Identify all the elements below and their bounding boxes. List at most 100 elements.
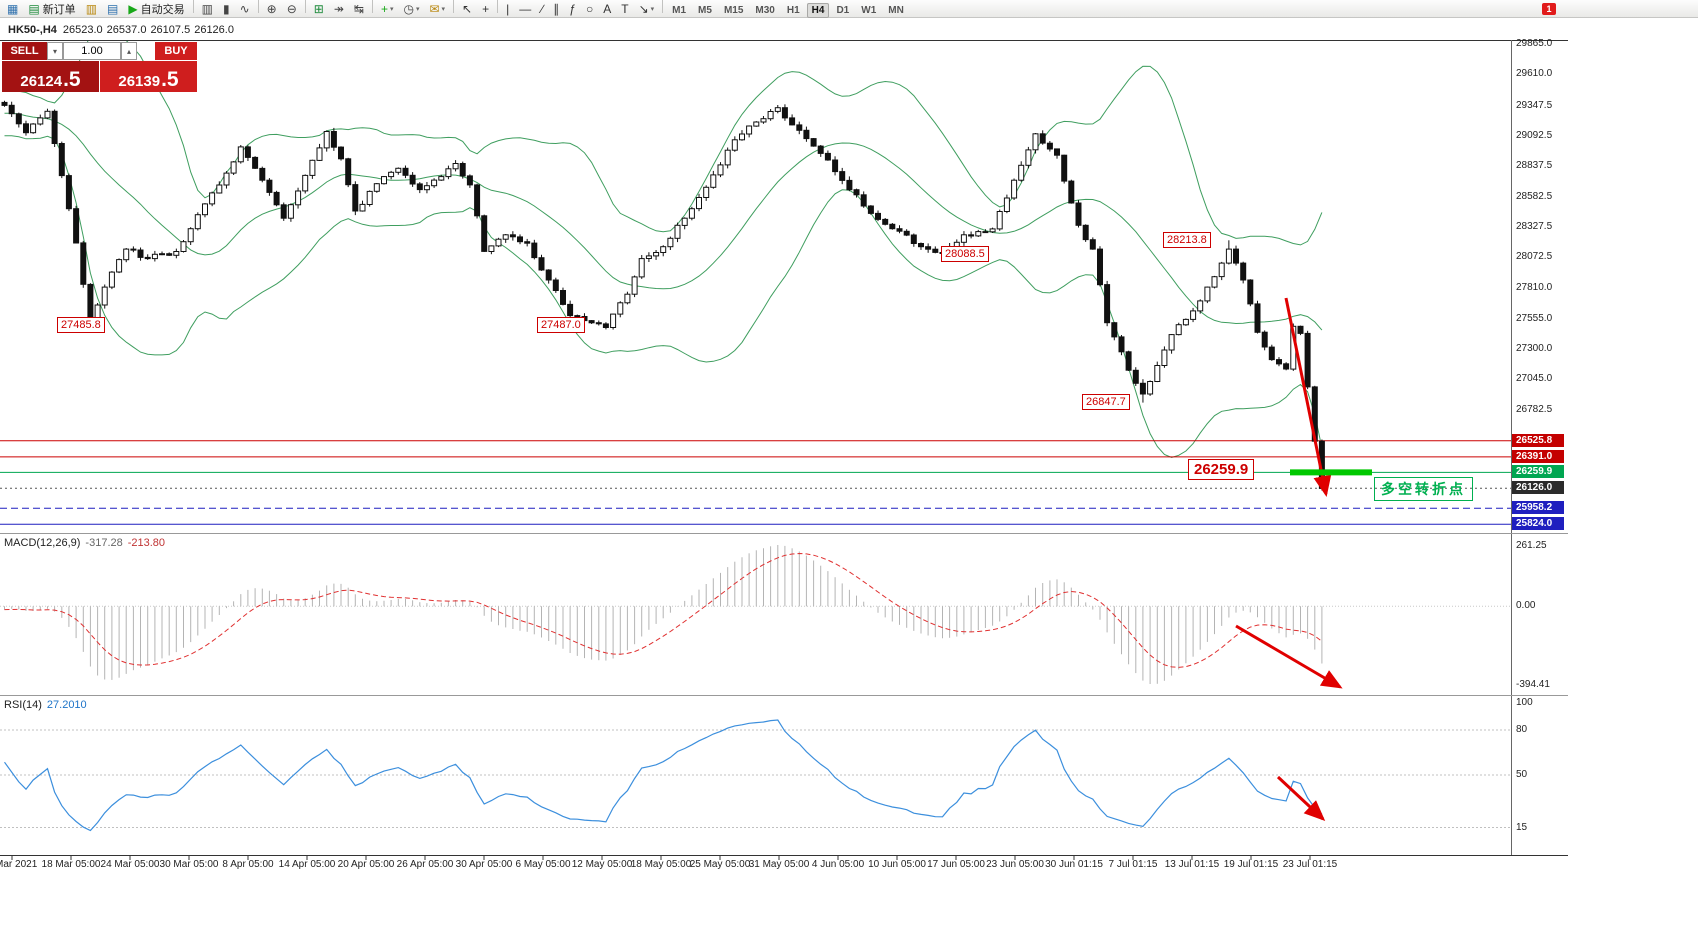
time-axis-label: 12 May 05:00 — [571, 859, 633, 870]
timeframe-h4-button[interactable]: H4 — [806, 2, 830, 18]
cursor-icon: ↖ — [462, 1, 473, 16]
candlestick-chart-icon[interactable]: ▮ — [219, 0, 234, 18]
rsi-title: RSI(14) — [4, 699, 42, 711]
toolbar-separator — [662, 0, 664, 13]
price-callout-label: 27485.8 — [57, 317, 105, 333]
text-icon[interactable]: A — [599, 0, 615, 18]
timeframe-mn-button[interactable]: MN — [888, 4, 904, 16]
timeframe-m1-button[interactable]: M1 — [672, 4, 687, 16]
chart-shift-icon: ↹ — [353, 1, 364, 16]
sell-price-display[interactable]: 26124.5 — [2, 61, 99, 92]
zoom-in-icon[interactable]: ⊕ — [263, 0, 281, 18]
one-click-trading-panel: SELL ▾ 1.00 ▴ BUY 26124.5 26139.5 — [2, 42, 197, 92]
horizontal-line-icon[interactable]: ― — [515, 0, 535, 18]
text-label-icon[interactable]: T — [617, 0, 632, 18]
periods-icon: ◷ — [403, 1, 414, 16]
time-axis-label: 25 May 05:00 — [689, 859, 751, 870]
buy-button[interactable]: BUY — [155, 42, 197, 60]
volume-increase-button[interactable]: ▴ — [121, 42, 137, 60]
macd-signal-value: -213.80 — [127, 537, 166, 549]
fibonacci-icon[interactable]: ƒ — [565, 0, 580, 18]
toolbar-separator — [497, 0, 499, 13]
templates-button[interactable]: ✉ ▾ — [425, 0, 449, 18]
close-value: 26126.0 — [194, 24, 234, 36]
chart-thumbnail-icon[interactable]: ▦ — [3, 0, 22, 18]
price-axis-tag: 26525.8 — [1512, 433, 1564, 447]
text-label-icon: T — [621, 1, 629, 16]
low-value: 26107.5 — [150, 24, 191, 36]
toolbar-icons-group: ▦ ▤ 新订单 ▥ ▤ ▶ 自动交易 ▥ ▮ ∿ ⊕ ⊖ ⊞ ↠ ↹ + ▾ ◷ ▾ ✉ ▾ ↖ + | ― ∕ ∥ ƒ ○ A T ↘ ▾ — [2, 0, 666, 18]
arrows-tool-button[interactable]: ↘ ▾ — [635, 0, 659, 18]
timeframe-d1-button[interactable]: D1 — [836, 4, 850, 16]
candles — [1, 100, 1325, 491]
timeframe-w1-button[interactable]: W1 — [861, 4, 877, 16]
time-axis-label: 4 Jun 05:00 — [811, 859, 865, 870]
price-axis-label: 27555.0 — [1516, 312, 1553, 324]
trend-arrow — [1276, 775, 1326, 822]
price-callout-label: 27487.0 — [537, 317, 585, 333]
timeframe-m15-button[interactable]: M15 — [723, 4, 744, 16]
time-axis-label: 14 Apr 05:00 — [278, 859, 336, 870]
new-order-button[interactable]: ▤ 新订单 — [24, 0, 79, 18]
rsi-axis-label: 15 — [1516, 821, 1528, 833]
dropdown-arrow-icon: ▾ — [441, 5, 446, 13]
macd-title: MACD(12,26,9) — [4, 537, 81, 549]
timeframe-toolbar: M1 M5 M15 M30 H1 H4 D1 W1 MN — [666, 0, 910, 18]
periods-button[interactable]: ◷ ▾ — [399, 0, 423, 18]
price-axis-tag: 25958.2 — [1512, 501, 1564, 515]
vertical-line-icon[interactable]: | — [502, 0, 513, 18]
time-axis-label: 8 Apr 05:00 — [222, 859, 274, 870]
price-callout-label: 28088.5 — [941, 246, 989, 262]
cursor-icon[interactable]: ↖ — [458, 0, 476, 18]
price-axis-label: 29092.5 — [1516, 129, 1553, 141]
chart-profiles-icon[interactable]: ▥ — [82, 0, 101, 18]
chart-shift-icon[interactable]: ↹ — [350, 0, 368, 18]
trendline-icon[interactable]: ∕ — [537, 0, 547, 18]
ohlc-readout: HK50-,H4 26523.0 26537.0 26107.5 26126.0 — [8, 24, 238, 36]
toolbar-separator — [453, 0, 455, 13]
macd-histogram — [4, 545, 1323, 684]
time-axis-label: 6 May 05:00 — [515, 859, 571, 870]
bollinger-bands — [4, 41, 1323, 459]
tile-windows-icon[interactable]: ⊞ — [310, 0, 328, 18]
templates-icon: ✉ — [429, 1, 440, 16]
line-chart-icon[interactable]: ∿ — [236, 0, 254, 18]
time-axis-label: 23 Jul 01:15 — [1282, 859, 1338, 870]
price-axis-label: 28072.5 — [1516, 251, 1553, 263]
buy-price-display[interactable]: 26139.5 — [100, 61, 197, 92]
zoom-out-icon[interactable]: ⊖ — [283, 0, 301, 18]
timeframe-m5-button[interactable]: M5 — [698, 4, 712, 16]
price-axis-label: 27045.0 — [1516, 373, 1553, 385]
crosshair-icon: + — [482, 1, 490, 16]
chart-profiles-icon: ▥ — [85, 1, 98, 16]
volume-decrease-button[interactable]: ▾ — [47, 42, 63, 60]
timeframe-m30-button[interactable]: M30 — [755, 4, 775, 16]
auto-scroll-icon[interactable]: ↠ — [330, 0, 348, 18]
macd-axis-label: 261.25 — [1516, 540, 1547, 551]
indicators-icon: + — [380, 1, 388, 16]
volume-input[interactable]: 1.00 — [63, 42, 121, 60]
timeframe-h1-button[interactable]: H1 — [786, 4, 800, 16]
time-axis-label: 24 Mar 05:00 — [100, 859, 160, 870]
rsi-axis-label: 80 — [1516, 724, 1528, 735]
shapes-icon[interactable]: ○ — [582, 0, 597, 18]
toolbar-separator — [371, 0, 373, 13]
market-watch-icon[interactable]: ▤ — [103, 0, 122, 18]
notification-badge[interactable]: 1 — [1542, 3, 1556, 15]
chevron-down-icon: ▾ — [52, 46, 57, 56]
time-axis-label: 23 Jun 05:00 — [986, 859, 1044, 870]
indicators-button[interactable]: + ▾ — [377, 0, 398, 18]
vertical-line-icon: | — [506, 1, 510, 16]
equidistant-channel-icon[interactable]: ∥ — [549, 0, 563, 18]
bar-chart-icon[interactable]: ▥ — [198, 0, 217, 18]
time-axis-label: 20 Apr 05:00 — [337, 859, 395, 870]
price-axis-label: 27810.0 — [1516, 282, 1553, 294]
horizontal-line-icon: ― — [519, 1, 532, 16]
time-axis-label: 18 Mar 05:00 — [41, 859, 101, 870]
text-icon: A — [603, 1, 612, 16]
sell-button[interactable]: SELL — [2, 42, 47, 60]
auto-scroll-icon: ↠ — [333, 1, 344, 16]
crosshair-icon[interactable]: + — [478, 0, 493, 18]
autotrading-button[interactable]: ▶ 自动交易 — [124, 0, 188, 18]
